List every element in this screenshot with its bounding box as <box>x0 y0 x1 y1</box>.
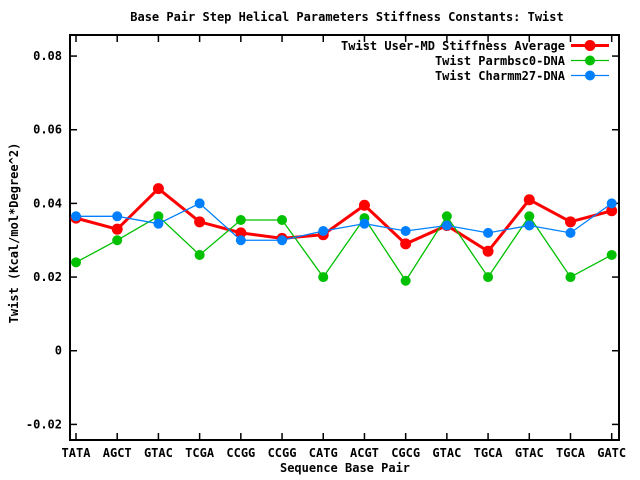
data-point-marker <box>483 227 494 238</box>
legend-sample-marker <box>584 40 596 51</box>
data-point-marker <box>606 198 617 209</box>
data-point-marker <box>565 227 576 238</box>
legend-sample <box>571 40 609 51</box>
data-point-marker <box>318 272 329 283</box>
data-point-marker <box>483 272 494 283</box>
y-tick-label: 0.02 <box>33 270 62 284</box>
data-point-marker <box>318 226 329 237</box>
x-axis-label: Sequence Base Pair <box>279 461 411 475</box>
series-line-0 <box>75 186 613 254</box>
data-point-marker <box>358 199 370 211</box>
x-tick-label: CCGG <box>268 446 297 460</box>
data-point-marker <box>523 194 535 206</box>
data-point-marker <box>482 245 494 257</box>
y-tick-label: 0.08 <box>33 49 62 63</box>
data-point-marker <box>235 214 246 225</box>
data-point-marker <box>152 183 164 195</box>
data-point-marker <box>194 249 205 260</box>
legend-item-2: Twist Charmm27-DNA <box>341 68 609 83</box>
data-point-marker <box>606 205 618 217</box>
data-point-marker <box>441 220 452 231</box>
x-tick-label: TCGA <box>185 446 215 460</box>
data-point-marker <box>235 235 246 246</box>
legend-label: Twist Parmbsc0-DNA <box>434 53 565 68</box>
legend-label: Twist User-MD Stiffness Average <box>341 38 565 53</box>
x-tick-label: GATC <box>597 446 626 460</box>
legend-label: Twist Charmm27-DNA <box>434 68 565 83</box>
data-point-marker <box>71 211 81 222</box>
y-tick-label: -0.02 <box>26 417 62 431</box>
y-tick-label: 0.04 <box>33 196 62 210</box>
plot-border <box>69 34 620 441</box>
x-tick-label: CGCG <box>391 446 420 460</box>
legend-sample-marker <box>585 55 595 66</box>
data-point-marker <box>564 216 576 228</box>
data-point-marker <box>441 211 452 222</box>
legend-sample <box>571 70 609 81</box>
x-tick-label: TGCA <box>474 446 504 460</box>
legend-item-1: Twist Parmbsc0-DNA <box>341 53 609 68</box>
data-point-marker <box>235 227 247 239</box>
data-point-marker <box>153 218 164 229</box>
data-point-marker <box>400 226 411 237</box>
data-point-marker <box>606 249 617 260</box>
data-point-marker <box>194 198 205 209</box>
x-tick-label: GTAC <box>515 446 544 460</box>
data-point-marker <box>277 235 288 246</box>
data-point-marker <box>112 235 123 246</box>
data-point-marker <box>359 218 370 229</box>
data-point-marker <box>277 214 288 225</box>
legend-sample <box>571 55 609 66</box>
x-tick-label: TGCA <box>556 446 586 460</box>
series-line-2 <box>76 202 613 241</box>
legend-item-0: Twist User-MD Stiffness Average <box>341 38 609 53</box>
x-tick-label: CCGG <box>226 446 255 460</box>
x-tick-label: GTAC <box>144 446 173 460</box>
y-tick-label: 0.06 <box>33 123 62 137</box>
data-point-marker <box>400 238 412 250</box>
data-point-marker <box>111 223 123 235</box>
x-tick-label: GTAC <box>432 446 461 460</box>
data-point-marker <box>194 216 206 228</box>
data-point-marker <box>112 211 123 222</box>
data-point-marker <box>71 257 81 268</box>
y-tick-label: 0 <box>55 344 62 358</box>
x-tick-label: ACGT <box>350 446 379 460</box>
legend-sample-marker <box>585 70 595 81</box>
legend: Twist User-MD Stiffness Average Twist Par… <box>341 38 609 83</box>
data-point-marker <box>565 272 576 283</box>
x-tick-label: CATG <box>309 446 338 460</box>
x-tick-label: AGCT <box>103 446 132 460</box>
data-point-marker <box>524 220 535 231</box>
data-point-marker <box>400 275 411 286</box>
chart-title: Base Pair Step Helical Parameters Stiffn… <box>130 10 564 24</box>
data-point-marker <box>153 211 164 222</box>
data-point-marker <box>524 211 535 222</box>
x-tick-label: TATA <box>62 446 92 460</box>
